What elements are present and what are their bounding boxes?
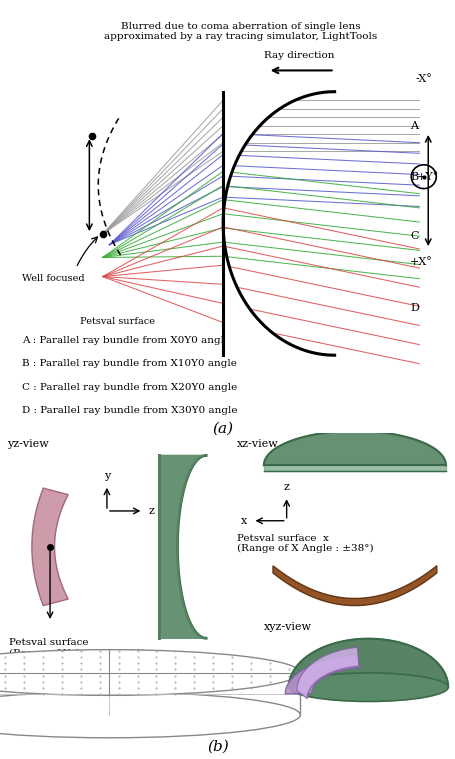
Polygon shape [223, 92, 334, 355]
Polygon shape [289, 638, 448, 687]
Text: z: z [284, 482, 289, 492]
Text: xz-view: xz-view [237, 439, 278, 449]
Ellipse shape [0, 650, 300, 695]
Ellipse shape [0, 692, 300, 738]
Text: Blurred due to coma aberration of single lens
approximated by a ray tracing simu: Blurred due to coma aberration of single… [104, 21, 378, 41]
Text: y: y [104, 471, 110, 481]
Polygon shape [264, 431, 446, 465]
Polygon shape [297, 647, 359, 698]
Ellipse shape [289, 673, 448, 701]
Text: -X°: -X° [416, 74, 433, 84]
Polygon shape [159, 455, 206, 638]
Text: +Y°: +Y° [417, 172, 440, 181]
Text: C: C [410, 231, 419, 241]
Polygon shape [285, 655, 359, 694]
Text: A : Parallel ray bundle from X0Y0 angle: A : Parallel ray bundle from X0Y0 angle [22, 335, 231, 345]
Text: xy-view: xy-view [23, 672, 65, 682]
Text: z: z [149, 506, 155, 516]
Polygon shape [32, 488, 68, 606]
Text: (a): (a) [212, 422, 234, 436]
Text: B : Parallel ray bundle from X10Y0 angle: B : Parallel ray bundle from X10Y0 angle [22, 359, 238, 368]
Text: B: B [410, 172, 419, 181]
Text: Ray direction: Ray direction [264, 51, 334, 60]
Text: D : Parallel ray bundle from X30Y0 angle: D : Parallel ray bundle from X30Y0 angle [22, 406, 238, 415]
Text: x: x [240, 516, 247, 526]
Text: Petsval surface
(Range of Y Angle : ±14°): Petsval surface (Range of Y Angle : ±14°… [9, 638, 145, 658]
Polygon shape [159, 455, 206, 638]
Text: Petsval surface: Petsval surface [81, 317, 156, 326]
Text: D: D [410, 304, 420, 313]
Text: (b): (b) [207, 740, 229, 754]
Polygon shape [264, 431, 446, 465]
Text: Petsval surface  x
(Range of X Angle : ±38°): Petsval surface x (Range of X Angle : ±3… [237, 534, 373, 553]
Text: C : Parallel ray bundle from X20Y0 angle: C : Parallel ray bundle from X20Y0 angle [22, 383, 238, 392]
Text: Well focused: Well focused [22, 275, 85, 283]
Text: +X°: +X° [410, 257, 433, 266]
Polygon shape [273, 565, 437, 606]
Text: xyz-view: xyz-view [264, 622, 312, 632]
Text: A: A [410, 121, 419, 131]
Text: yz-view: yz-view [7, 439, 49, 449]
